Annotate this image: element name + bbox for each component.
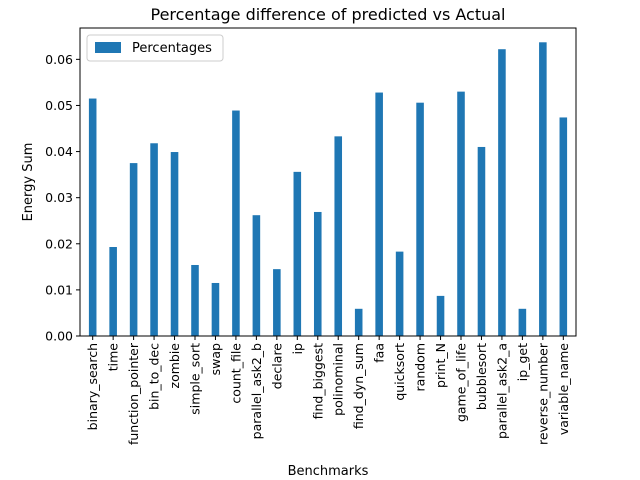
x-tick-label: function_pointer [126,342,141,445]
x-tick-label: zombie [167,343,182,389]
x-tick-label: bubblesort [474,343,489,410]
chart-title: Percentage difference of predicted vs Ac… [150,5,505,24]
x-axis-label: Benchmarks [288,464,369,479]
bar-time [109,247,117,336]
bar-print_N [436,295,445,336]
bar-declare [273,269,281,336]
x-tick-label: find_dyn_sum [351,343,366,429]
bar-polinominal [334,136,343,336]
x-tick-label: bin_to_dec [147,343,162,410]
legend: Percentages [86,34,224,62]
bar-reverse_number [539,42,547,336]
y-tick-label: 0.03 [45,190,73,205]
bar-find_dyn_sum [354,308,363,336]
legend-box [86,34,224,62]
y-tick-label: 0.04 [45,144,73,159]
bar-zombie [170,152,179,336]
x-tick-label: find_biggest [310,343,325,419]
x-tick-label: polinominal [331,343,346,416]
x-ticks-group: binary_search time function_pointer bin_to_… [85,336,571,445]
x-tick-label: declare [269,343,284,389]
x-tick-label: swap [208,343,223,375]
x-tick-label: simple_sort [188,343,203,415]
bar-parallel_ask2_a [498,49,506,337]
y-tick-label: 0.06 [45,52,73,67]
x-tick-label: ip [290,343,305,354]
bar-quicksort [395,251,404,336]
plot-frame [79,27,577,337]
y-tick-label: 0.05 [45,98,73,113]
x-tick-label: reverse_number [535,342,550,445]
bar-binary_search [88,98,97,336]
y-tick-label: 0.02 [45,236,73,251]
bar-swap [211,282,220,336]
bar-count_file [232,110,240,336]
bar-random [416,102,424,336]
bar-game_of_life [457,91,465,336]
x-tick-label: count_file [228,343,243,404]
bar-faa [375,92,383,336]
x-tick-label: game_of_life [454,343,469,422]
bar-parallel_ask2_b [252,215,261,336]
x-tick-label: binary_search [85,343,100,430]
x-tick-label: ip_get [515,343,530,381]
x-tick-label: variable_name [556,343,571,435]
legend-swatch [95,42,121,53]
bar-ip_get [518,308,527,336]
bar-ip [293,171,302,336]
y-ticks-group: 0.00 0.01 0.02 0.03 0.04 0.05 0.06 [45,52,80,344]
bar-find_biggest [313,211,322,336]
x-tick-label: quicksort [392,343,407,401]
y-tick-label: 0.00 [45,329,73,344]
x-tick-label: time [106,343,121,372]
bar-simple_sort [191,264,199,336]
bar-function_pointer [129,163,138,336]
y-axis-label: Energy Sum [21,143,36,222]
x-tick-label: parallel_ask2_b [249,343,264,439]
x-tick-label: parallel_ask2_a [494,343,509,439]
bar-variable_name [559,117,568,336]
x-tick-label: random [413,343,428,391]
x-tick-label: print_N [433,343,448,388]
bar-bubblesort [477,146,486,336]
y-tick-label: 0.01 [45,282,73,297]
legend-label: Percentages [132,41,212,56]
x-tick-label: faa [372,343,387,363]
bar-bin_to_dec [150,143,158,336]
bars-group [88,42,568,337]
